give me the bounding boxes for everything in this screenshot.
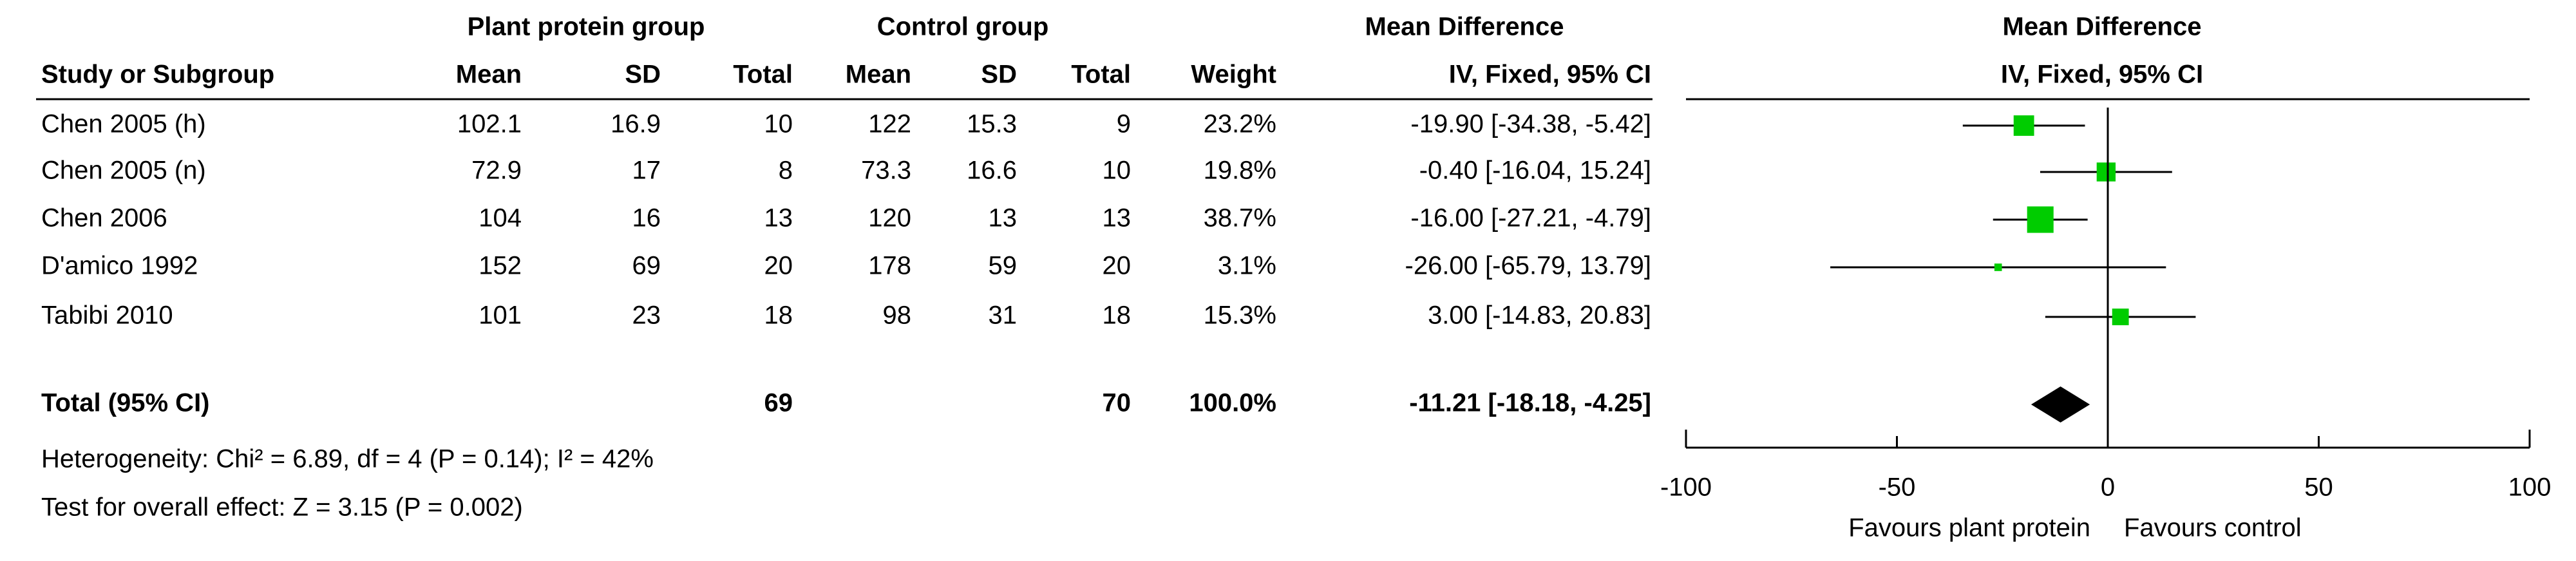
column-header: Weight (1191, 61, 1276, 89)
table-cell: -16.00 [-27.21, -4.79] (1410, 204, 1651, 233)
column-header: Mean (456, 61, 522, 89)
table-cell: 9 (1117, 110, 1131, 138)
table-cell: 20 (1103, 252, 1132, 280)
table-cell: 3.00 [-14.83, 20.83] (1428, 301, 1651, 330)
table-cell: 18 (1103, 301, 1132, 330)
table-cell: 8 (779, 157, 793, 185)
column-header: SD (981, 61, 1017, 89)
table-cell: 16 (632, 204, 661, 233)
table-cell: 13 (989, 204, 1018, 233)
table-cell: 102.1 (457, 110, 522, 138)
table-cell: -19.90 [-34.38, -5.42] (1410, 110, 1651, 138)
table-cell: 59 (989, 252, 1018, 280)
table-cell: 101 (478, 301, 522, 330)
column-header: Total (1071, 61, 1131, 89)
table-cell: 15.3% (1204, 301, 1276, 330)
table-cell: 23 (632, 301, 661, 330)
column-header: Study or Subgroup (41, 61, 274, 89)
total-cell: 69 (764, 389, 793, 417)
table-cell: 16.9 (611, 110, 661, 138)
table-cell: 120 (868, 204, 911, 233)
table-cell: 122 (868, 110, 911, 138)
total-cell: Total (95% CI) (41, 389, 210, 417)
table-cell: Chen 2005 (n) (41, 157, 206, 185)
table-cell: 104 (478, 204, 522, 233)
table-cell: 19.8% (1204, 157, 1276, 185)
table-cell: 23.2% (1204, 110, 1276, 138)
x-tick-label: 50 (2304, 473, 2333, 502)
favours-left: Favours plant protein (1848, 514, 2090, 542)
table-cell: -0.40 [-16.04, 15.24] (1419, 157, 1651, 185)
table-cell: 152 (478, 252, 522, 280)
table-cell: -26.00 [-65.79, 13.79] (1405, 252, 1652, 280)
total-cell: 70 (1103, 389, 1132, 417)
table-cell: D'amico 1992 (41, 252, 198, 280)
total-cell: -11.21 [-18.18, -4.25] (1409, 389, 1651, 417)
effect-square (2096, 162, 2116, 182)
table-cell: 15.3 (967, 110, 1017, 138)
table-cell: 10 (764, 110, 793, 138)
group-header: Control group (877, 13, 1049, 41)
table-cell: Chen 2005 (h) (41, 110, 206, 138)
x-tick-label: 100 (2508, 473, 2552, 502)
table-cell: 10 (1103, 157, 1132, 185)
table-cell: 13 (1103, 204, 1132, 233)
plot-method: IV, Fixed, 95% CI (2001, 61, 2203, 89)
total-diamond (2031, 386, 2090, 423)
x-tick-label: -100 (1660, 473, 1712, 502)
table-cell: 73.3 (861, 157, 911, 185)
table-cell: 20 (764, 252, 793, 280)
group-header: Mean Difference (2003, 13, 2202, 41)
effect-square (1994, 263, 2002, 271)
table-cell: 18 (764, 301, 793, 330)
overall-effect: Test for overall effect: Z = 3.15 (P = 0… (41, 493, 523, 522)
effect-square (2112, 309, 2129, 325)
column-header: SD (625, 61, 661, 89)
table-cell: 31 (989, 301, 1018, 330)
column-header: Mean (846, 61, 911, 89)
table-cell: Tabibi 2010 (41, 301, 173, 330)
heterogeneity: Heterogeneity: Chi² = 6.89, df = 4 (P = … (41, 445, 654, 473)
table-cell: 16.6 (967, 157, 1017, 185)
table-cell: Chen 2006 (41, 204, 167, 233)
total-cell: 100.0% (1189, 389, 1276, 417)
table-cell: 72.9 (471, 157, 522, 185)
table-cell: 3.1% (1218, 252, 1276, 280)
column-header: IV, Fixed, 95% CI (1449, 61, 1651, 89)
column-header: Total (733, 61, 793, 89)
effect-square (2013, 115, 2034, 136)
x-tick-label: 0 (2101, 473, 2115, 502)
group-header: Mean Difference (1365, 13, 1564, 41)
x-tick-label: -50 (1879, 473, 1916, 502)
table-cell: 38.7% (1204, 204, 1276, 233)
group-header: Plant protein group (468, 13, 705, 41)
table-cell: 69 (632, 252, 661, 280)
effect-square (2027, 206, 2054, 233)
table-cell: 17 (632, 157, 661, 185)
table-cell: 178 (868, 252, 911, 280)
table-cell: 13 (764, 204, 793, 233)
favours-right: Favours control (2124, 514, 2302, 542)
table-cell: 98 (883, 301, 912, 330)
